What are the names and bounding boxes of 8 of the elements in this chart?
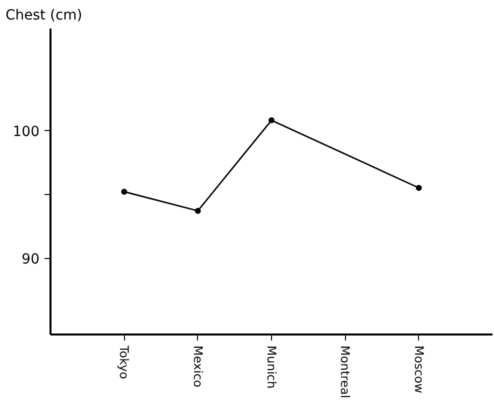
x-tick-label: Munich (264, 346, 278, 389)
x-tick-label: Moscow (412, 346, 426, 394)
x-tick-label: Montreal (338, 346, 352, 398)
y-tick-label: 100 (12, 124, 40, 140)
y-tick-label: 90 (22, 252, 40, 268)
y-axis-title: Chest (cm) (6, 8, 82, 24)
x-tick-label: Tokyo (117, 344, 132, 380)
x-tick-label: Mexico (190, 346, 205, 388)
